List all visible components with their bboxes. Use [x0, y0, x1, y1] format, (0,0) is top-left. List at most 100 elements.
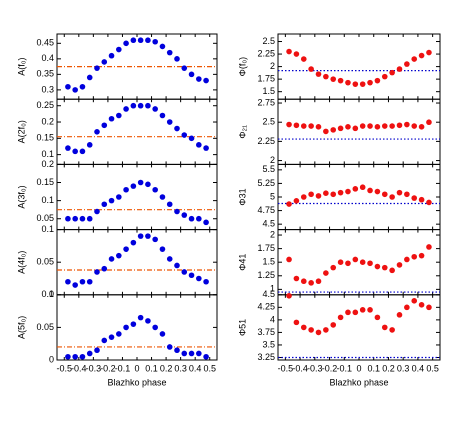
data-point: [418, 52, 425, 59]
y-axis-label: Φ(f₀): [237, 57, 247, 76]
data-point: [188, 350, 195, 357]
data-point: [94, 347, 100, 354]
data-point: [181, 132, 188, 138]
data-point: [188, 215, 195, 222]
data-point: [188, 272, 195, 279]
data-point: [94, 129, 100, 135]
data-point: [137, 233, 144, 239]
data-point: [374, 124, 381, 130]
data-point: [137, 179, 144, 186]
data-point: [315, 124, 322, 130]
data-point: [166, 201, 173, 208]
y-tick-label: 5.5: [262, 164, 275, 174]
data-point: [286, 48, 292, 55]
data-point: [152, 106, 158, 112]
y-tick-label: 0.2: [41, 116, 54, 126]
data-point: [94, 65, 100, 71]
data-point: [159, 331, 166, 337]
data-point: [337, 125, 344, 132]
data-point: [381, 324, 388, 331]
data-point: [293, 51, 300, 57]
x-tick-label: 0.2: [382, 363, 395, 373]
data-point: [145, 318, 151, 324]
data-point: [359, 259, 366, 266]
y-tick-label: 2.25: [257, 48, 275, 58]
data-point: [330, 322, 337, 328]
data-point: [145, 102, 151, 109]
y-tick-label: 0.05: [36, 322, 54, 332]
data-point: [86, 74, 93, 81]
panel-frame: [56, 98, 218, 165]
data-point: [116, 252, 122, 259]
y-tick-label: 0.35: [36, 69, 54, 79]
data-point: [315, 193, 322, 199]
data-point: [203, 353, 209, 360]
data-point: [94, 269, 100, 275]
y-tick-label: 0: [49, 289, 54, 299]
x-tick-label: 0.1: [145, 363, 158, 373]
data-point: [130, 102, 137, 109]
y-tick-label: 2.5: [262, 36, 275, 46]
panel-frame: [56, 229, 218, 296]
y-axis-label: A(5f₀): [16, 316, 26, 339]
data-point: [101, 337, 108, 344]
data-point: [174, 56, 180, 62]
y-tick-label: 4.25: [257, 302, 275, 312]
data-point: [286, 121, 292, 128]
y-tick-label: 5: [270, 191, 275, 201]
y-axis-label: Φ₂₁: [237, 125, 247, 139]
data-point: [396, 312, 403, 318]
data-point: [72, 353, 78, 360]
data-point: [159, 112, 166, 119]
data-point: [359, 81, 366, 87]
data-point: [323, 190, 329, 196]
data-point: [94, 208, 100, 215]
data-point: [367, 123, 373, 129]
x-tick-label: -0.5: [57, 363, 73, 373]
data-point: [374, 77, 381, 84]
data-point: [72, 215, 78, 222]
data-point: [101, 201, 108, 208]
data-point: [123, 246, 129, 252]
y-tick-label: 0.1: [41, 224, 54, 234]
data-point: [86, 278, 93, 285]
data-point: [323, 327, 329, 333]
data-point: [108, 334, 115, 340]
data-point: [404, 191, 410, 198]
data-point: [404, 256, 410, 263]
data-point: [181, 269, 188, 275]
y-tick-label: 4: [270, 314, 275, 324]
panel-frame: [277, 229, 441, 296]
data-point: [188, 71, 195, 78]
data-point: [181, 350, 188, 357]
y-tick-label: 1.25: [257, 270, 275, 280]
data-point: [352, 186, 359, 192]
panel-frame: [277, 98, 441, 165]
y-axis-label: A(f₀): [16, 57, 26, 75]
y-tick-label: 1: [270, 284, 275, 294]
data-point: [396, 189, 403, 196]
data-point: [323, 73, 329, 80]
data-point: [101, 122, 108, 129]
data-point: [130, 239, 137, 246]
y-tick-label: 2: [270, 229, 275, 239]
data-point: [330, 127, 337, 133]
data-point: [418, 252, 425, 259]
data-point: [411, 56, 418, 62]
data-point: [381, 191, 388, 198]
data-point: [293, 198, 300, 204]
data-point: [374, 263, 381, 270]
y-tick-label: 0.25: [36, 100, 54, 110]
data-point: [315, 278, 322, 285]
x-tick-label: -0.4: [292, 363, 308, 373]
y-tick-label: 0.3: [41, 84, 54, 94]
y-tick-label: 1.5: [262, 257, 275, 267]
y-tick-label: 5.25: [257, 178, 275, 188]
data-point: [101, 59, 108, 65]
data-point: [101, 265, 108, 272]
panel-frame: [56, 294, 218, 361]
y-tick-label: 0.1: [41, 195, 54, 205]
data-point: [352, 125, 359, 132]
data-point: [79, 215, 86, 222]
data-point: [196, 275, 202, 282]
